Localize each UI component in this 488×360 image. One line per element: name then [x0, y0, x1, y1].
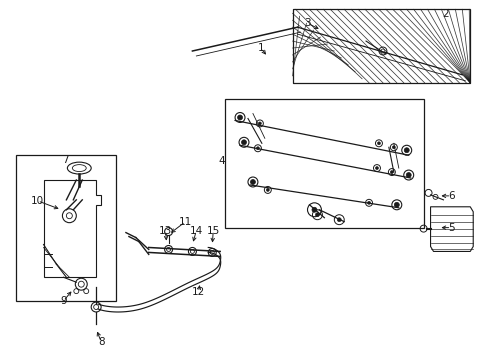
Text: 6: 6: [447, 191, 454, 201]
Circle shape: [337, 218, 341, 222]
Circle shape: [250, 180, 255, 184]
Text: 13: 13: [159, 226, 172, 235]
Circle shape: [404, 148, 408, 153]
Text: 14: 14: [189, 226, 203, 235]
Circle shape: [389, 171, 392, 174]
Circle shape: [256, 147, 259, 150]
Text: 7: 7: [62, 155, 69, 165]
Circle shape: [266, 188, 269, 192]
Circle shape: [258, 122, 261, 125]
Text: 15: 15: [206, 226, 220, 235]
Text: 5: 5: [447, 222, 454, 233]
Text: 11: 11: [179, 217, 192, 227]
Text: 8: 8: [98, 337, 104, 347]
Text: 2: 2: [441, 9, 448, 19]
Circle shape: [377, 142, 380, 145]
Circle shape: [237, 115, 242, 120]
Circle shape: [375, 167, 378, 170]
Text: 3: 3: [304, 18, 310, 28]
Circle shape: [311, 207, 316, 212]
Circle shape: [406, 172, 410, 177]
Circle shape: [315, 213, 319, 217]
Text: 4: 4: [219, 156, 225, 166]
Circle shape: [391, 146, 394, 149]
Circle shape: [393, 202, 399, 207]
Circle shape: [241, 140, 246, 145]
Text: 1: 1: [257, 43, 264, 53]
Text: 9: 9: [60, 296, 66, 306]
Text: 12: 12: [191, 287, 204, 297]
Circle shape: [367, 201, 370, 204]
Text: 10: 10: [31, 196, 44, 206]
